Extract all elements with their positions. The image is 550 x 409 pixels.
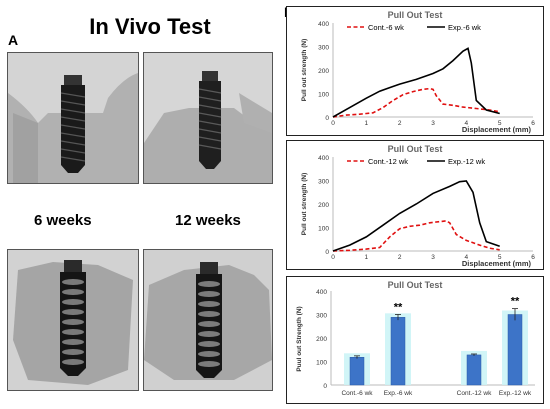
x-tick-label: 0 — [331, 254, 335, 261]
bar — [349, 357, 365, 386]
x-tick-label: 2 — [398, 120, 402, 127]
x-tick-label: 6 — [531, 254, 535, 261]
y-tick-label: 200 — [318, 68, 329, 75]
chart-pull-out-12wk: Pull Out Test 0 100 200 300 400 0 1 2 3 4 5 6 Displac… — [286, 140, 544, 270]
x-axis-label: Displacement (mm) — [462, 125, 532, 134]
chart-title: Pull Out Test — [388, 280, 443, 290]
x-tick-label: 3 — [431, 254, 435, 261]
x-axis-label: Displacement (mm) — [462, 259, 532, 268]
x-tick-label: 5 — [498, 120, 502, 127]
category-label: Cont.-12 wk — [457, 390, 492, 397]
line-chart-6wk: Pull Out Test 0 100 200 300 400 0 1 2 3 4 5 6Displac… — [301, 10, 535, 134]
bar — [466, 354, 482, 386]
y-tick-label: 200 — [318, 202, 329, 209]
y-tick-label: 100 — [318, 226, 329, 233]
y-tick-label: 300 — [318, 45, 329, 52]
y-tick-label: 200 — [316, 336, 327, 343]
significance-annotation: ** — [394, 302, 403, 314]
x-tick-label: 4 — [465, 254, 469, 261]
xray-image-12wk-bottom — [143, 249, 273, 391]
x-tick-label: 0 — [331, 120, 335, 127]
y-axis-label: Pull out strength (N) — [301, 39, 308, 101]
category-label: Cont.-6 wk — [341, 390, 373, 397]
legend-label-1: Exp.-6 wk — [448, 23, 481, 32]
legend-label-0: Cont.-6 wk — [368, 23, 404, 32]
legend-label-0: Cont.-12 wk — [368, 157, 408, 166]
y-tick-label: 0 — [325, 249, 329, 256]
xray-image-6wk-top — [7, 52, 139, 184]
x-tick-label: 1 — [365, 120, 369, 127]
x-tick-label: 2 — [398, 254, 402, 261]
panel-a-title: In Vivo Test — [89, 14, 211, 39]
legend-label-1: Exp.-12 wk — [448, 157, 485, 166]
y-tick-label: 400 — [318, 21, 329, 28]
y-tick-label: 0 — [323, 383, 327, 390]
x-tick-label: 3 — [431, 120, 435, 127]
y-tick-label: 100 — [318, 92, 329, 99]
category-label: Exp.-12 wk — [499, 390, 532, 397]
series-line-0 — [332, 220, 500, 252]
x-tick-label: 4 — [465, 120, 469, 127]
chart-title: Pull Out Test — [388, 10, 443, 20]
bar — [390, 317, 406, 386]
y-axis-label: Puul out Strength (N) — [296, 306, 303, 371]
y-tick-label: 300 — [316, 313, 327, 320]
series-line-1 — [332, 180, 500, 252]
label-12-weeks: 12 weeks — [175, 212, 241, 229]
y-tick-label: 400 — [316, 289, 327, 296]
y-tick-label: 100 — [316, 360, 327, 367]
y-axis-label: Pull out strength (N) — [301, 173, 308, 235]
chart-pull-out-bar: Pull Out Test 0 100 200 300 400 Puul out Stren… — [286, 276, 544, 404]
category-label: Exp.-6 wk — [384, 390, 413, 397]
y-tick-label: 300 — [318, 179, 329, 186]
label-6-weeks: 6 weeks — [34, 212, 92, 229]
xray-image-6wk-bottom — [7, 249, 139, 391]
significance-annotation: ** — [511, 296, 520, 308]
line-chart-12wk: Pull Out Test 0 100 200 300 400 0 1 2 3 4 5 6Displac… — [301, 144, 535, 268]
series-line-0 — [332, 87, 500, 118]
x-tick-label: 5 — [498, 254, 502, 261]
bar — [507, 314, 523, 386]
xray-image-12wk-top — [143, 52, 273, 184]
chart-pull-out-6wk: Pull Out Test 0 100 200 300 400 0 1 2 3 4 5 6 Displac… — [286, 6, 544, 136]
bar-chart-pull-out: Pull Out Test 0 100 200 300 400 Puul out Stren… — [296, 280, 535, 397]
y-tick-label: 0 — [325, 115, 329, 122]
y-tick-label: 400 — [318, 155, 329, 162]
panel-a-letter: A — [8, 32, 19, 48]
series-line-1 — [332, 47, 500, 118]
x-tick-label: 6 — [531, 120, 535, 127]
x-tick-label: 1 — [365, 254, 369, 261]
chart-title: Pull Out Test — [388, 144, 443, 154]
